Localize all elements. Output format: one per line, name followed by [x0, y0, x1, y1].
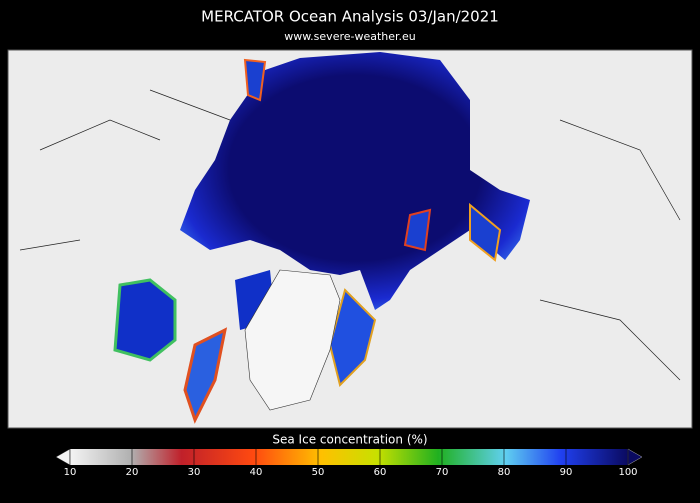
colorbar-tick-label: 100 — [618, 467, 637, 478]
colorbar-tick-label: 40 — [250, 467, 263, 478]
colorbar-tick-label: 30 — [188, 467, 201, 478]
colorbar-tick-label: 20 — [126, 467, 139, 478]
colorbar-tick-label: 60 — [374, 467, 387, 478]
colorbar-tick-label: 80 — [498, 467, 511, 478]
colorbar-tick-label: 90 — [560, 467, 573, 478]
subtitle: www.severe-weather.eu — [284, 30, 416, 43]
colorbar-label: Sea Ice concentration (%) — [272, 433, 427, 447]
title: MERCATOR Ocean Analysis 03/Jan/2021 — [201, 8, 499, 26]
map — [7, 49, 693, 429]
colorbar-tick-label: 70 — [436, 467, 449, 478]
colorbar-tick-label: 50 — [312, 467, 325, 478]
colorbar-tick-label: 10 — [64, 467, 77, 478]
colorbar — [55, 448, 643, 466]
